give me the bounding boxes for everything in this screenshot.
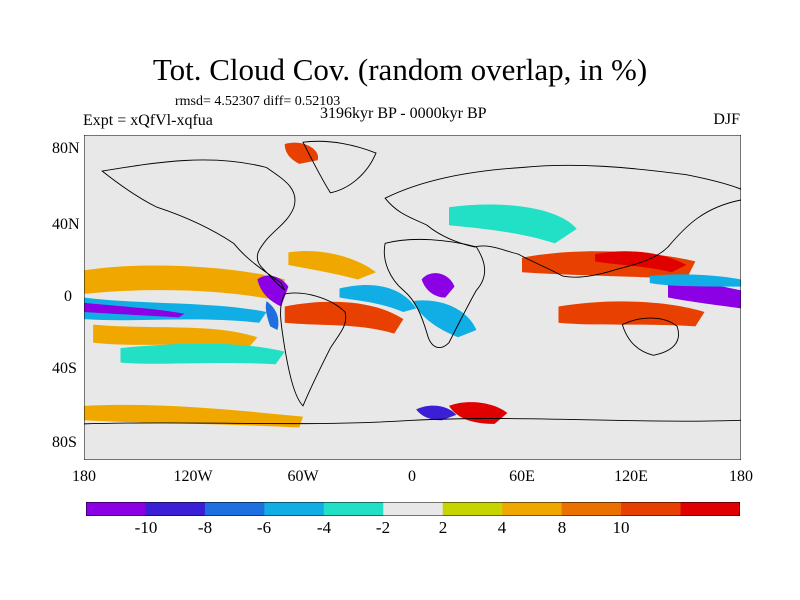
y-label-80n: 80N	[52, 140, 80, 157]
colorbar-label-8: 8	[557, 518, 567, 537]
anomaly-patch	[93, 324, 258, 349]
anomaly-patch	[595, 251, 687, 273]
plot-title: Tot. Cloud Cov. (random overlap, in %)	[152, 52, 648, 87]
experiment-label: Expt = xQfVl-xqfua	[83, 112, 213, 129]
coastline-greenland	[302, 140, 377, 194]
anomaly-patch	[284, 142, 319, 164]
colorbar-cell	[442, 502, 504, 516]
coastline-antarctica	[84, 418, 741, 425]
coastline-australia	[621, 317, 679, 356]
anomaly-patch	[120, 343, 285, 365]
colorbar-label-minus2: -2	[375, 518, 391, 537]
anomaly-patch	[449, 204, 577, 244]
y-label-40s: 40S	[52, 360, 77, 377]
y-label-40n: 40N	[52, 216, 80, 233]
colorbar-cell	[323, 502, 385, 516]
colorbar-label-minus6: -6	[256, 518, 272, 537]
colorbar-label-2: 2	[438, 518, 448, 537]
x-label-180e: 180	[729, 468, 753, 485]
anomaly-patch	[668, 282, 741, 309]
colorbar-label-minus10: -10	[134, 518, 158, 537]
coastline-eurasia	[384, 164, 741, 278]
rmsd-diff-stats: rmsd= 4.52307 diff= 0.52103	[175, 94, 341, 109]
x-label-180w: 180	[72, 468, 96, 485]
anomaly-patch	[416, 405, 457, 421]
colorbar-cell	[561, 502, 623, 516]
colorbar	[86, 502, 740, 516]
x-label-60w: 60W	[287, 468, 319, 485]
anomaly-patch	[265, 301, 279, 330]
anomaly-patch	[84, 302, 185, 318]
y-label-80s: 80S	[52, 434, 77, 451]
world-cloud-cover-map	[84, 135, 741, 460]
season-label: DJF	[713, 111, 740, 128]
anomaly-patch	[558, 301, 705, 327]
x-label-0: 0	[408, 468, 416, 485]
x-label-120e: 120E	[614, 468, 648, 485]
anomaly-patch	[339, 284, 417, 312]
anomaly-patch	[284, 301, 404, 334]
anomaly-patch	[257, 275, 289, 307]
colorbar-label-10: 10	[612, 518, 630, 537]
anomaly-patch	[649, 274, 741, 287]
anomaly-patch	[412, 300, 477, 338]
coastlines	[84, 140, 741, 425]
map-background	[84, 135, 741, 460]
anomaly-patch	[84, 404, 303, 428]
x-label-120w: 120W	[173, 468, 213, 485]
coastline-north-america	[101, 159, 296, 291]
colorbar-label-4: 4	[497, 518, 507, 537]
colorbar-cell	[145, 502, 207, 516]
period-label: 3196kyr BP - 0000kyr BP	[320, 105, 487, 122]
colorbar-cell	[204, 502, 266, 516]
colorbar-cell	[502, 502, 563, 516]
colorbar-label-minus4: -4	[316, 518, 332, 537]
colorbar-cell	[264, 502, 326, 516]
anomaly-patch	[288, 250, 376, 280]
colorbar-cell	[680, 502, 740, 516]
colorbar-cell	[383, 502, 444, 516]
y-label-0: 0	[64, 288, 72, 305]
anomaly-patch	[421, 273, 455, 298]
colorbar-cell	[86, 502, 147, 516]
anomaly-patch	[84, 265, 285, 302]
coastline-south-america	[280, 292, 347, 407]
x-label-60e: 60E	[509, 468, 535, 485]
coastline-africa	[383, 238, 486, 349]
anomaly-patches	[84, 142, 741, 428]
colorbar-cell	[621, 502, 682, 516]
colorbar-label-minus8: -8	[197, 518, 213, 537]
anomaly-patch	[84, 297, 267, 323]
